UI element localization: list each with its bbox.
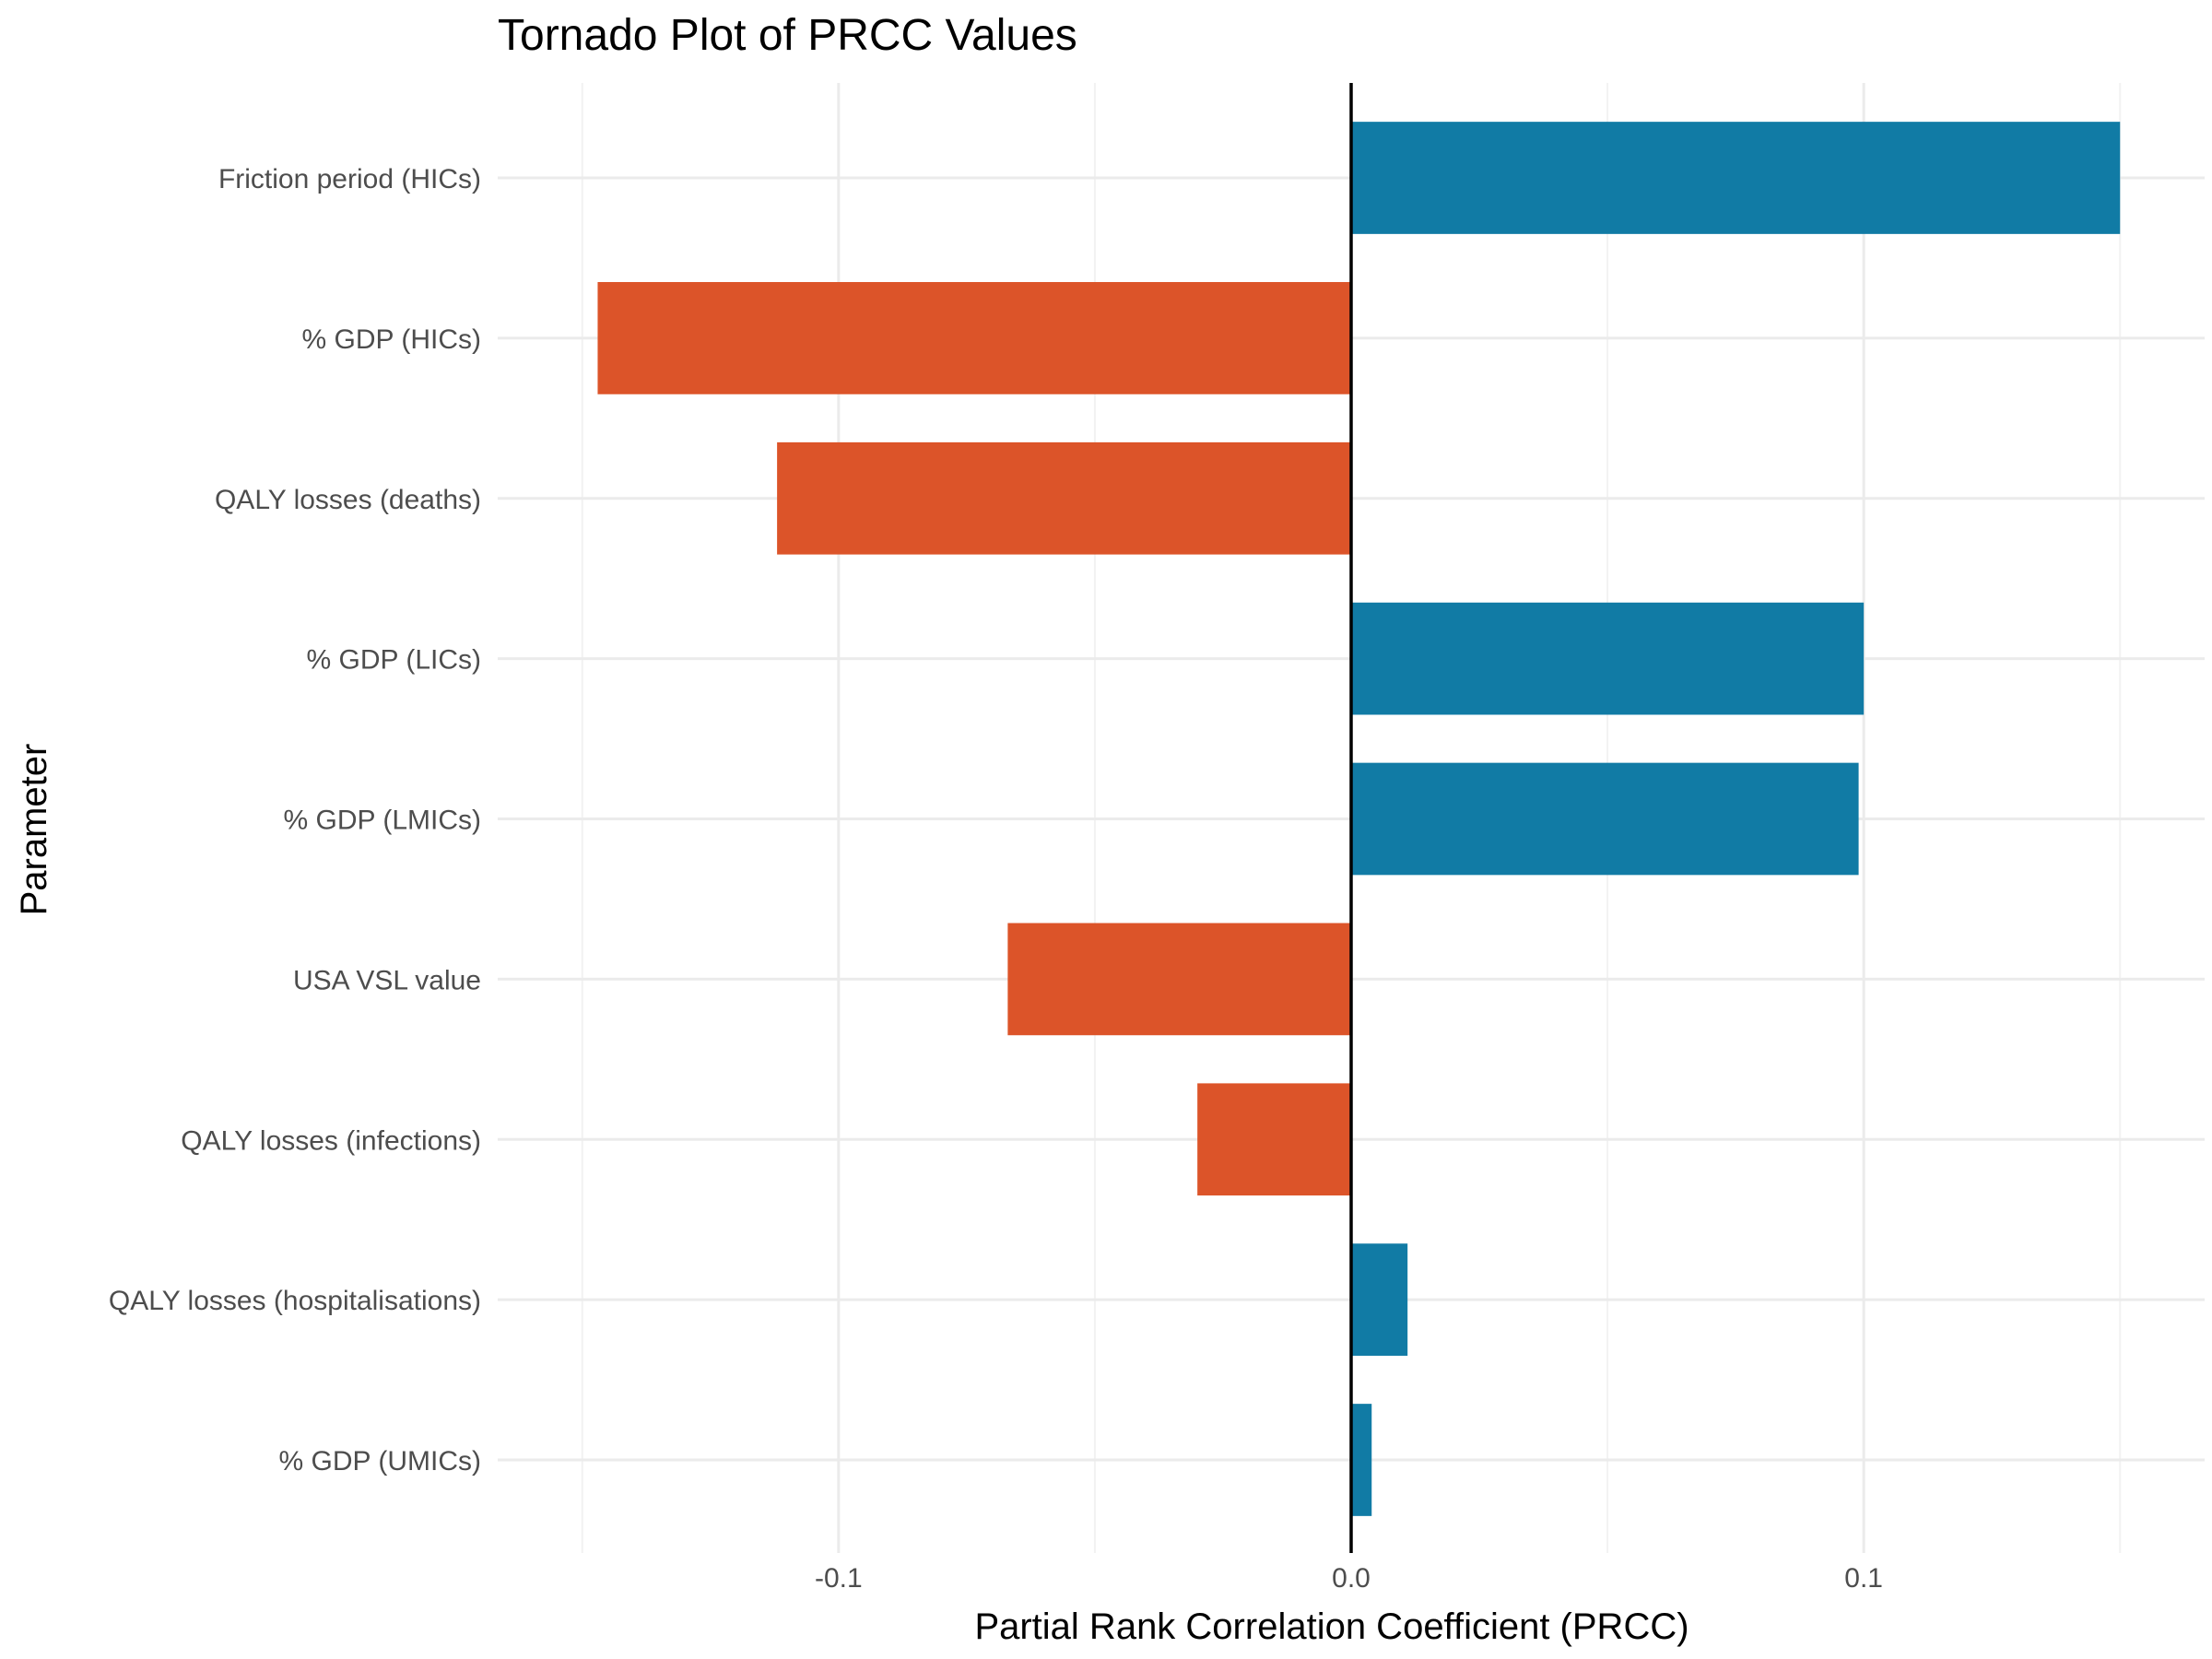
y-tick-label-7: QALY losses (hospitalisations) — [109, 1286, 481, 1316]
bar-6 — [1197, 1083, 1351, 1196]
x-tick-label-0: -0.1 — [815, 1563, 863, 1594]
bar-3 — [1351, 602, 1865, 715]
y-axis-title: Parameter — [14, 744, 54, 916]
chart-title: Tornado Plot of PRCC Values — [498, 11, 1077, 60]
x-tick-label-1: 0.0 — [1332, 1563, 1371, 1594]
x-axis-tick-labels: -0.1 0.0 0.1 — [815, 1563, 1883, 1594]
bars-layer — [597, 122, 2121, 1516]
y-tick-label-4: % GDP (LMICs) — [284, 806, 481, 836]
y-tick-label-0: Friction period (HICs) — [218, 164, 481, 194]
y-tick-label-2: QALY losses (deaths) — [215, 485, 481, 515]
x-axis-title: Partial Rank Correlation Coefficient (PR… — [974, 1606, 1688, 1647]
y-tick-label-8: % GDP (UMICs) — [279, 1446, 481, 1477]
bar-5 — [1007, 923, 1351, 1036]
y-tick-label-6: QALY losses (infections) — [181, 1125, 481, 1156]
bar-7 — [1351, 1243, 1408, 1356]
bar-0 — [1351, 122, 2121, 234]
y-tick-label-1: % GDP (HICs) — [302, 324, 481, 355]
bar-8 — [1351, 1404, 1372, 1516]
y-tick-label-3: % GDP (LICs) — [307, 645, 481, 676]
bar-2 — [777, 441, 1351, 555]
y-tick-label-5: USA VSL value — [293, 965, 481, 995]
x-tick-label-2: 0.1 — [1844, 1563, 1883, 1594]
bar-1 — [597, 282, 1351, 394]
y-axis-tick-labels: Friction period (HICs) % GDP (HICs) QALY l… — [109, 164, 481, 1477]
bar-4 — [1351, 762, 1859, 876]
